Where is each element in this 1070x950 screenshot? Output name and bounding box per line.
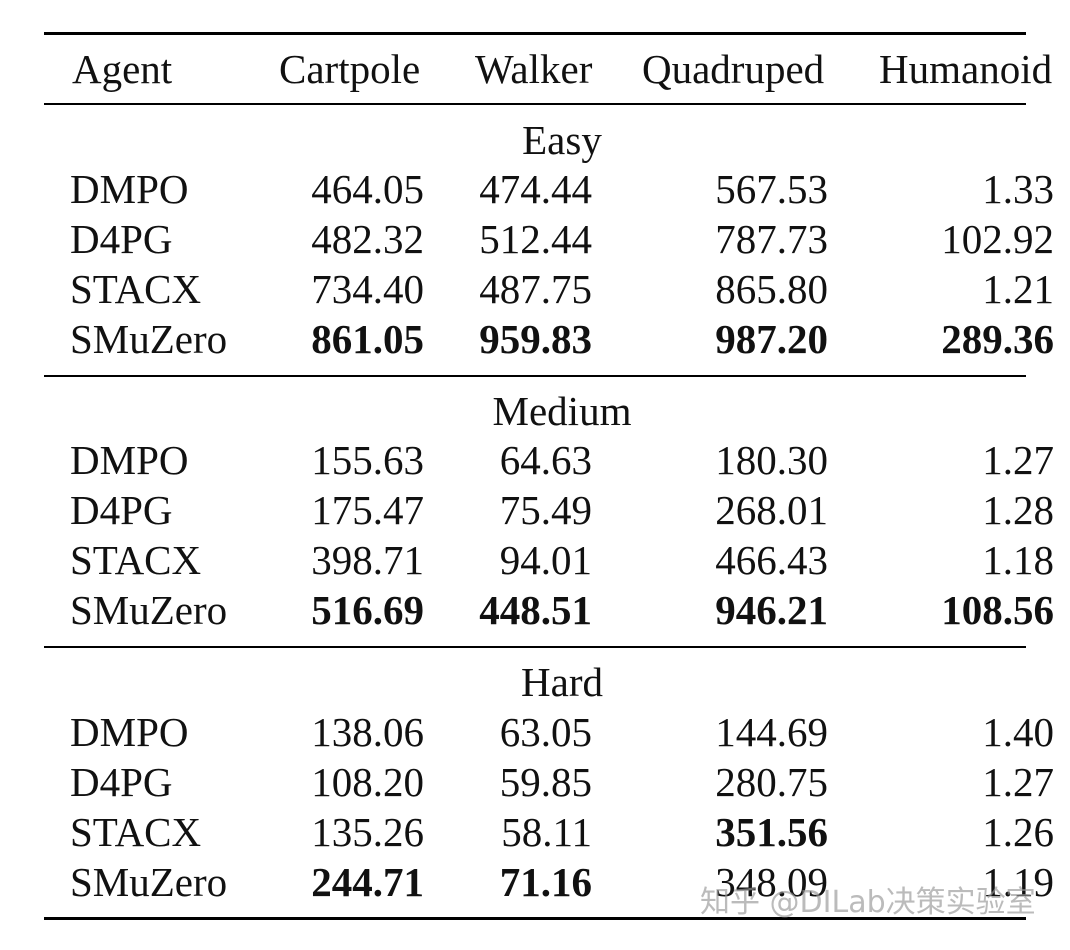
table-cell-cartpole-best: 516.69 bbox=[311, 587, 424, 633]
table-row-agent: SMuZero bbox=[70, 587, 228, 633]
table-cell-cartpole: 398.71 bbox=[311, 537, 424, 583]
group-title-medium: Medium bbox=[492, 388, 632, 434]
table-cell-cartpole: 482.32 bbox=[311, 216, 424, 262]
table-cell-humanoid: 1.26 bbox=[982, 809, 1054, 855]
table-cell-cartpole-best: 244.71 bbox=[311, 859, 424, 905]
group-rule-medium bbox=[44, 646, 1026, 648]
table-cell-humanoid-best: 108.56 bbox=[941, 587, 1054, 633]
table-cell-quadruped: 268.01 bbox=[715, 487, 828, 533]
table-row-agent: SMuZero bbox=[70, 859, 228, 905]
table-cell-humanoid-best: 289.36 bbox=[941, 316, 1054, 362]
header-humanoid: Humanoid bbox=[879, 46, 1053, 92]
table-cell-quadruped: 466.43 bbox=[715, 537, 828, 583]
table-cell-quadruped: 865.80 bbox=[715, 266, 828, 312]
table-cell-cartpole: 734.40 bbox=[311, 266, 424, 312]
table-cell-walker-best: 71.16 bbox=[499, 859, 592, 905]
table-cell-walker: 487.75 bbox=[479, 266, 592, 312]
table-cell-walker: 58.11 bbox=[501, 809, 592, 855]
table-cell-humanoid: 102.92 bbox=[941, 216, 1054, 262]
table-row-agent: D4PG bbox=[70, 216, 173, 262]
table-cell-humanoid: 1.21 bbox=[982, 266, 1054, 312]
table-cell-quadruped: 180.30 bbox=[715, 437, 828, 483]
table-cell-humanoid: 1.27 bbox=[982, 759, 1054, 805]
table-row-agent: STACX bbox=[70, 537, 202, 583]
table-cell-walker: 75.49 bbox=[499, 487, 592, 533]
table-cell-quadruped: 787.73 bbox=[715, 216, 828, 262]
table-row-agent: STACX bbox=[70, 809, 202, 855]
table-cell-walker-best: 448.51 bbox=[479, 587, 592, 633]
table-row-agent: DMPO bbox=[70, 166, 189, 212]
table-cell-humanoid: 1.28 bbox=[982, 487, 1054, 533]
table-cell-quadruped: 280.75 bbox=[715, 759, 828, 805]
table-cell-humanoid: 1.18 bbox=[982, 537, 1054, 583]
group-title-hard: Hard bbox=[521, 659, 603, 705]
bottom-rule bbox=[44, 917, 1026, 920]
table-row-agent: D4PG bbox=[70, 759, 173, 805]
header-cartpole: Cartpole bbox=[279, 46, 421, 92]
table-cell-quadruped-best: 946.21 bbox=[715, 587, 828, 633]
table-cell-cartpole-best: 861.05 bbox=[311, 316, 424, 362]
table-cell-walker: 474.44 bbox=[479, 166, 592, 212]
table-cell-cartpole: 138.06 bbox=[311, 709, 424, 755]
watermark-text: 知乎 @DILab决策实验室 bbox=[700, 885, 1036, 920]
table-cell-walker: 94.01 bbox=[499, 537, 592, 583]
table-row-agent: DMPO bbox=[70, 437, 189, 483]
table-cell-walker-best: 959.83 bbox=[479, 316, 592, 362]
table-cell-quadruped-best: 987.20 bbox=[715, 316, 828, 362]
table-cell-humanoid: 1.40 bbox=[982, 709, 1054, 755]
table-row-agent: DMPO bbox=[70, 709, 189, 755]
header-agent: Agent bbox=[72, 46, 173, 92]
table-cell-walker: 512.44 bbox=[479, 216, 592, 262]
table-cell-humanoid: 1.27 bbox=[982, 437, 1054, 483]
table-cell-cartpole: 175.47 bbox=[311, 487, 424, 533]
table-cell-quadruped: 348.09 bbox=[715, 859, 828, 905]
table-cell-cartpole: 108.20 bbox=[311, 759, 424, 805]
header-quadruped: Quadruped bbox=[642, 46, 825, 92]
group-title-easy: Easy bbox=[522, 117, 602, 163]
table-row-agent: D4PG bbox=[70, 487, 173, 533]
table-cell-quadruped: 144.69 bbox=[715, 709, 828, 755]
group-rule-easy bbox=[44, 375, 1026, 377]
table-cell-walker: 64.63 bbox=[499, 437, 592, 483]
table-row-agent: SMuZero bbox=[70, 316, 228, 362]
header-walker: Walker bbox=[475, 46, 593, 92]
table-row-agent: STACX bbox=[70, 266, 202, 312]
table-cell-cartpole: 464.05 bbox=[311, 166, 424, 212]
table-cell-cartpole: 135.26 bbox=[311, 809, 424, 855]
table-cell-quadruped-best: 351.56 bbox=[715, 809, 828, 855]
table-cell-quadruped: 567.53 bbox=[715, 166, 828, 212]
header-rule bbox=[44, 103, 1026, 105]
table-cell-cartpole: 155.63 bbox=[311, 437, 424, 483]
table-cell-walker: 63.05 bbox=[499, 709, 592, 755]
top-rule bbox=[44, 32, 1026, 35]
table-cell-walker: 59.85 bbox=[499, 759, 592, 805]
table-cell-humanoid: 1.33 bbox=[982, 166, 1054, 212]
table-cell-humanoid: 1.19 bbox=[982, 859, 1054, 905]
